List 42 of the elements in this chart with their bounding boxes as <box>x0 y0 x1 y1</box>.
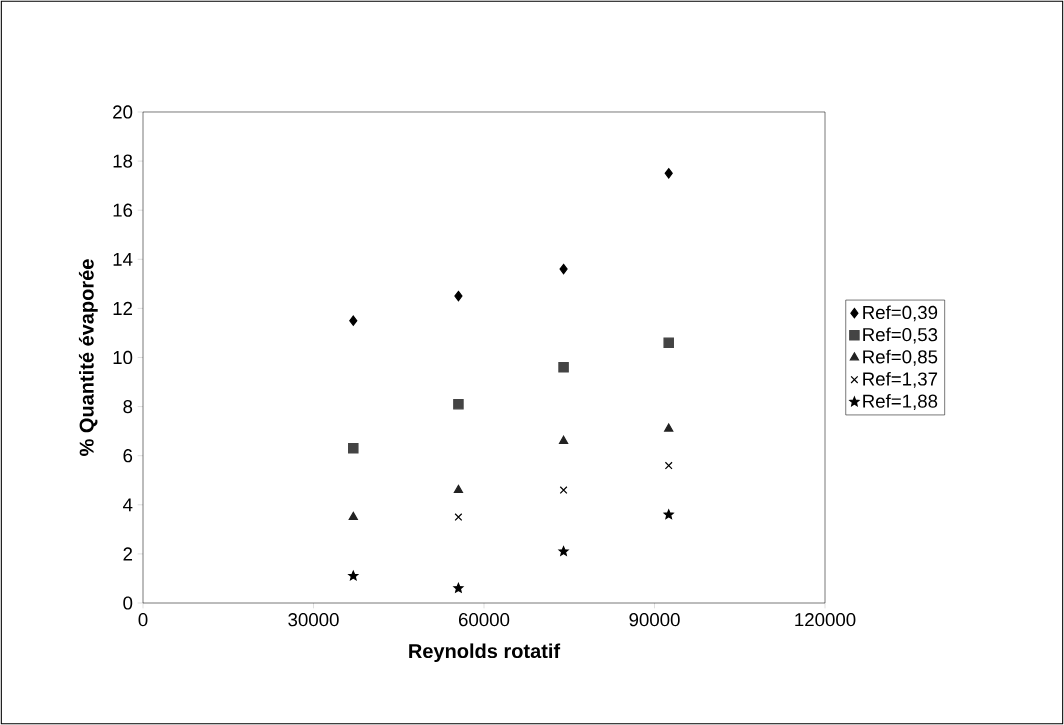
y-tick-label: 8 <box>123 399 133 414</box>
point <box>558 435 569 444</box>
legend-label: Ref=0,39 <box>863 305 938 322</box>
legend-label: Ref=1,88 <box>863 394 938 410</box>
y-tick-label: 18 <box>113 154 133 168</box>
point <box>348 511 358 521</box>
y-tick-label: 6 <box>123 449 133 463</box>
y-tick-label: 2 <box>123 547 133 561</box>
point <box>453 484 464 493</box>
point <box>349 315 358 326</box>
y-tick-label: 0 <box>123 596 133 610</box>
point <box>663 509 674 519</box>
point <box>348 570 359 581</box>
y-tick-label: 20 <box>113 105 133 119</box>
point <box>664 168 673 179</box>
x-tick-label: 0 <box>138 613 148 627</box>
legend-label: Ref=0,53 <box>863 327 938 344</box>
point <box>453 583 464 593</box>
point <box>348 443 359 454</box>
y-axis-title: % Quantité évaporée <box>78 259 98 456</box>
point <box>664 423 674 432</box>
x-tick-label: 30000 <box>288 613 339 627</box>
point <box>454 513 463 521</box>
x-axis-title: Reynolds rotatif <box>409 643 561 663</box>
point <box>559 486 568 494</box>
point <box>558 362 569 373</box>
y-tick-label: 10 <box>113 350 133 365</box>
point <box>558 546 569 556</box>
y-tick-label: 4 <box>122 498 133 512</box>
point <box>559 263 568 275</box>
x-tick-label: 120000 <box>795 613 856 627</box>
point <box>454 290 463 302</box>
point <box>664 461 673 470</box>
y-tick-label: 16 <box>113 203 133 217</box>
y-tick-label: 14 <box>113 252 133 266</box>
y-tick-label: 12 <box>113 301 133 315</box>
x-tick-label: 90000 <box>629 613 680 627</box>
legend-label: Ref=1,37 <box>863 371 938 388</box>
point <box>453 398 464 410</box>
legend-label: Ref=0,85 <box>863 349 938 366</box>
x-tick-label: 60000 <box>458 613 510 627</box>
point <box>663 337 674 349</box>
